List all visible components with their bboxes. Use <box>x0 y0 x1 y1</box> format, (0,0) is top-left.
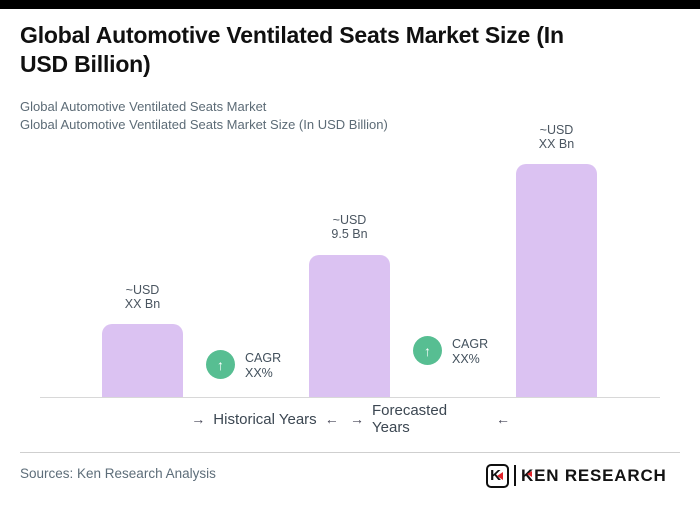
cagr-label: CAGR XX% <box>245 351 281 380</box>
page-title-line-2: USD Billion) <box>20 51 151 77</box>
arrow-left-icon: ← <box>324 411 339 427</box>
axis-group-historical: → Historical Years ← <box>185 410 345 428</box>
logo-red-triangle-icon <box>497 471 503 480</box>
arrow-left-icon: ← <box>496 411 510 427</box>
bar-historical-end <box>309 255 390 398</box>
chart-baseline <box>40 397 660 398</box>
arrow-right-icon: → <box>350 411 364 427</box>
axis-label-forecasted: Forecasted Years <box>372 402 448 436</box>
cagr2-line-1: CAGR <box>452 337 489 351</box>
logo-badge-letter: K <box>490 467 501 484</box>
logo-wordmark: KEN RESEARCH <box>521 466 667 486</box>
logo-wordmark-rest: EN RESEARCH <box>534 465 667 485</box>
cagr-badge: ↑ <box>206 350 235 379</box>
up-arrow-icon: ↑ <box>424 342 431 359</box>
ken-research-logo: K KEN RESEARCH <box>486 462 667 489</box>
bar3-label-line-2: XX Bn <box>538 137 575 151</box>
bar-value-label: ~USD XX Bn <box>516 123 597 151</box>
bar1-label-line-2: XX Bn <box>124 297 161 311</box>
bar-value-label: ~USD XX Bn <box>102 283 183 311</box>
bar2-label-line-2: 9.5 Bn <box>331 227 368 241</box>
footer-divider <box>20 452 680 453</box>
top-accent-bar <box>0 0 700 9</box>
bar-value-label: ~USD 9.5 Bn <box>309 213 390 241</box>
bar1-label-line-1: ~USD <box>125 283 160 297</box>
axis-label-historical: Historical Years <box>213 410 317 428</box>
chart-subtitle-line-2: Global Automotive Ventilated Seats Marke… <box>20 117 388 132</box>
page-title: Global Automotive Ventilated Seats Marke… <box>20 21 680 79</box>
cagr-label: CAGR XX% <box>452 337 488 366</box>
sources-text: Sources: Ken Research Analysis <box>20 466 216 481</box>
bar3-label-line-1: ~USD <box>539 123 574 137</box>
chart-subtitle-line-1: Global Automotive Ventilated Seats Marke… <box>20 99 267 114</box>
cagr1-line-2: XX% <box>245 365 273 380</box>
logo-red-triangle-icon <box>527 470 532 477</box>
bar-historical-start <box>102 324 183 398</box>
logo-separator <box>514 465 516 486</box>
cagr2-line-2: XX% <box>452 351 480 366</box>
up-arrow-icon: ↑ <box>217 356 224 373</box>
bar-forecast <box>516 164 597 398</box>
logo-badge-icon: K <box>486 463 509 488</box>
cagr-badge: ↑ <box>413 336 442 365</box>
cagr1-line-1: CAGR <box>245 351 282 365</box>
page-title-line-1: Global Automotive Ventilated Seats Marke… <box>20 22 564 48</box>
axis-group-forecasted: → Forecasted Years ← <box>350 402 510 436</box>
arrow-right-icon: → <box>191 411 206 427</box>
bar2-label-line-1: ~USD <box>332 213 367 227</box>
